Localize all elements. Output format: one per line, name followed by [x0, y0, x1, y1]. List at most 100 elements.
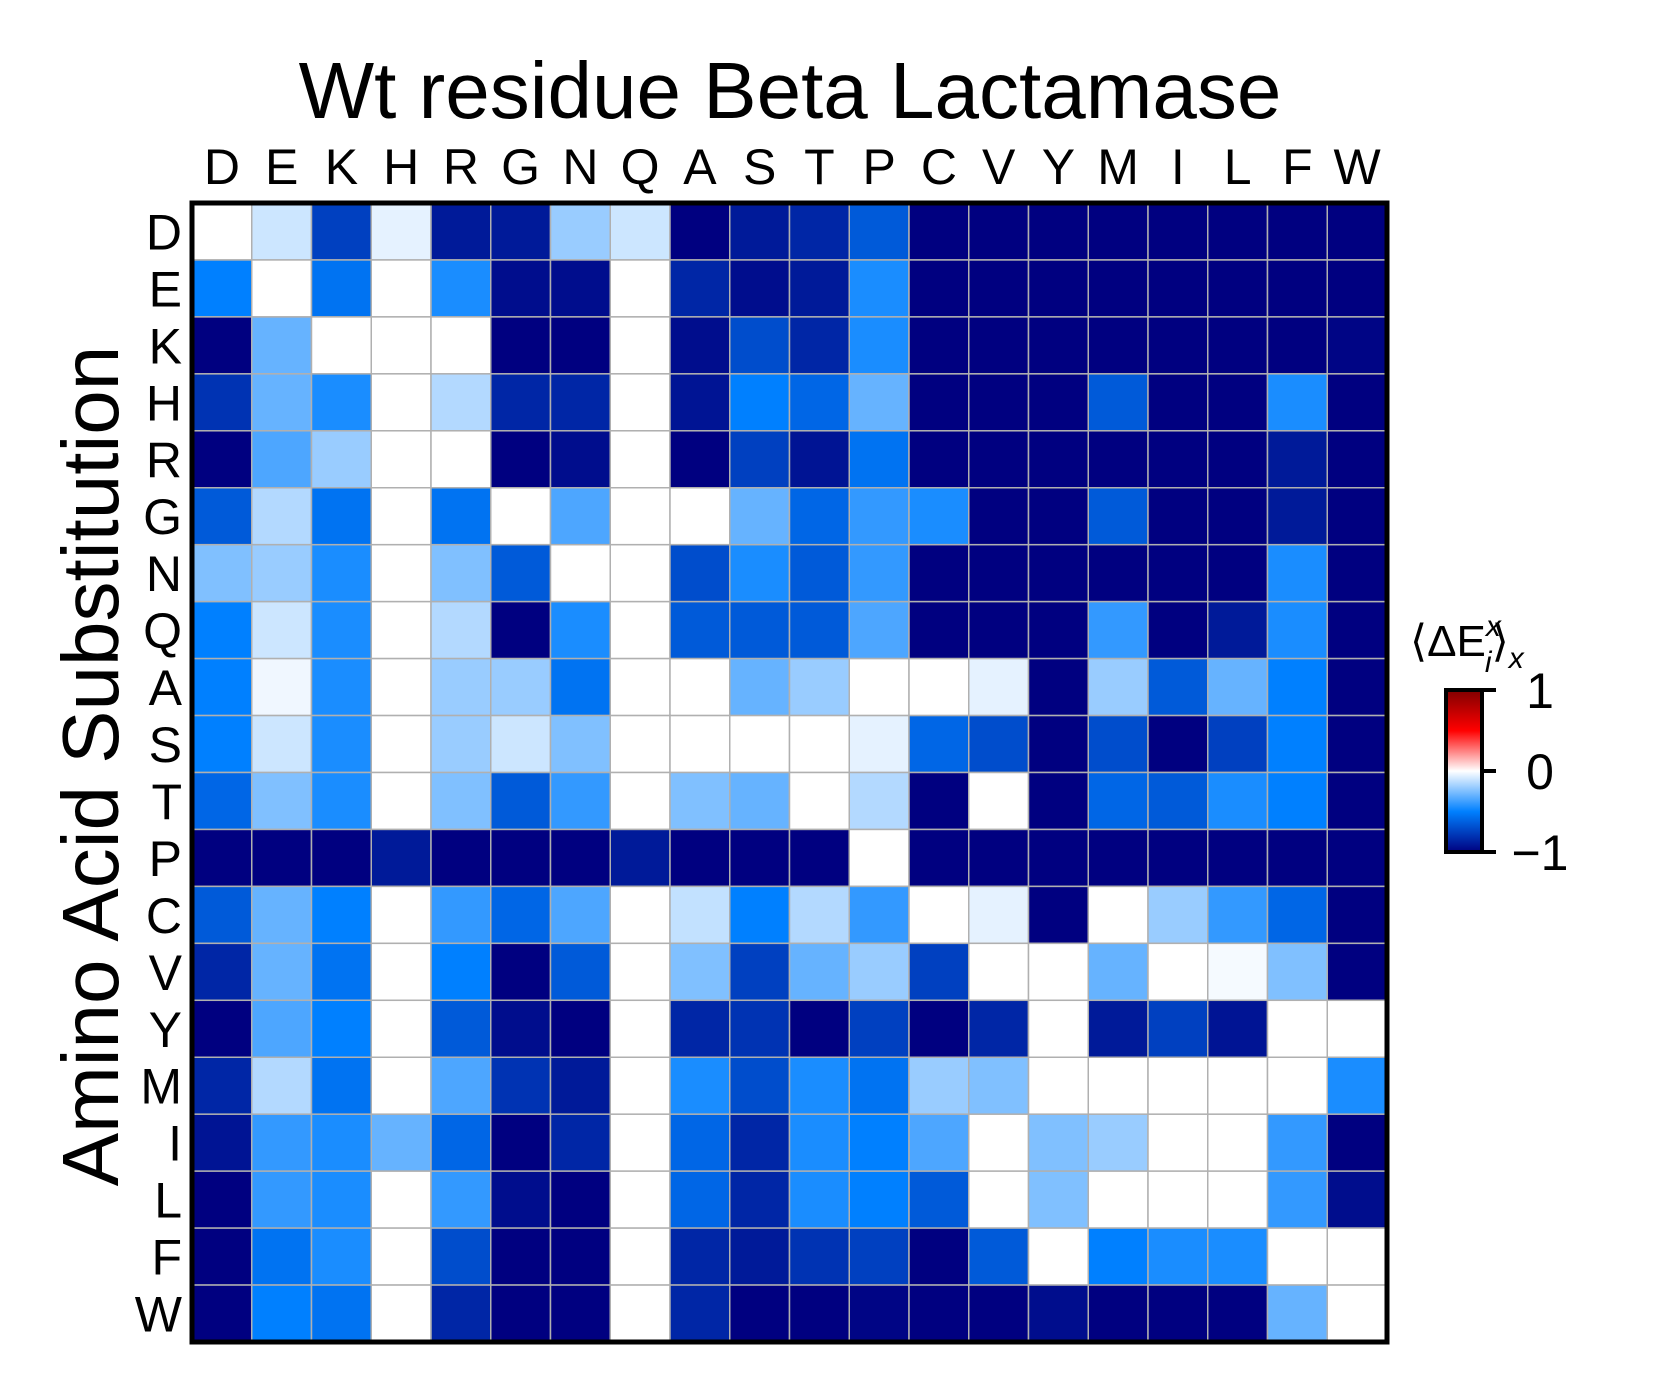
- heatmap-cell: [1326, 828, 1388, 888]
- heatmap-cell: [370, 885, 432, 945]
- y-tick-label: H: [146, 375, 182, 431]
- heatmap-cell: [848, 1284, 910, 1343]
- heatmap-cell: [609, 430, 671, 489]
- heatmap-cell: [1326, 1170, 1388, 1229]
- heatmap-cell: [1207, 1284, 1269, 1343]
- heatmap-cell: [1326, 771, 1388, 831]
- heatmap-cell: [549, 316, 611, 375]
- heatmap-cell: [310, 885, 372, 945]
- heatmap-cell: [908, 259, 970, 318]
- heatmap-cell: [490, 316, 552, 375]
- heatmap-cell: [848, 657, 910, 717]
- heatmap-cell: [430, 259, 492, 318]
- heatmap-cell: [1207, 828, 1269, 888]
- heatmap-cell: [370, 259, 432, 318]
- heatmap-cell: [729, 714, 791, 774]
- heatmap-cell: [1207, 316, 1269, 375]
- heatmap-cell: [729, 487, 791, 546]
- heatmap-cell: [729, 1113, 791, 1172]
- heatmap-cell: [1147, 543, 1209, 603]
- heatmap-cell: [908, 202, 970, 261]
- heatmap-cell: [370, 543, 432, 603]
- heatmap-cell: [1207, 430, 1269, 489]
- heatmap-cell: [1207, 657, 1269, 717]
- heatmap-cell: [908, 373, 970, 432]
- x-tick-label: Q: [621, 139, 660, 195]
- heatmap-cell: [968, 885, 1030, 945]
- x-tick-label: P: [862, 139, 895, 195]
- heatmap-cell: [669, 1227, 731, 1286]
- heatmap-cell: [788, 543, 850, 603]
- heatmap-cell: [370, 1056, 432, 1115]
- heatmap-cell: [430, 714, 492, 774]
- heatmap-cell: [191, 1170, 253, 1229]
- x-tick-label: C: [921, 139, 957, 195]
- heatmap-cell: [729, 202, 791, 261]
- heatmap-cell: [1087, 430, 1149, 489]
- heatmap-cell: [1087, 657, 1149, 717]
- heatmap-cell: [669, 600, 731, 660]
- heatmap-cell: [1326, 316, 1388, 375]
- heatmap-cell: [729, 1056, 791, 1115]
- heatmap-cell: [729, 657, 791, 717]
- heatmap-cell: [908, 1227, 970, 1286]
- heatmap-cell: [251, 316, 313, 375]
- heatmap-cell: [609, 373, 671, 432]
- heatmap-cell: [1207, 771, 1269, 831]
- heatmap-cell: [1147, 942, 1209, 1002]
- heatmap-cell: [968, 202, 1030, 261]
- heatmap-cell: [490, 259, 552, 318]
- heatmap-cell: [1207, 259, 1269, 318]
- heatmap-cell: [370, 600, 432, 660]
- heatmap-cell: [848, 828, 910, 888]
- heatmap-cell: [968, 259, 1030, 318]
- x-tick-label: G: [501, 139, 540, 195]
- heatmap-cell: [1147, 430, 1209, 489]
- heatmap-cell: [1326, 885, 1388, 945]
- heatmap-cell: [549, 1113, 611, 1172]
- heatmap-cell: [1207, 373, 1269, 432]
- heatmap-cell: [908, 828, 970, 888]
- heatmap-cell: [609, 600, 671, 660]
- heatmap-cell: [310, 259, 372, 318]
- heatmap-cell: [549, 999, 611, 1058]
- heatmap-cell: [788, 999, 850, 1058]
- heatmap-cell: [729, 999, 791, 1058]
- heatmap-cell: [1207, 1170, 1269, 1229]
- heatmap-cell: [191, 1284, 253, 1343]
- heatmap-cell: [430, 1170, 492, 1229]
- heatmap-cell: [1027, 657, 1089, 717]
- heatmap-cell: [968, 1227, 1030, 1286]
- heatmap-cell: [370, 1113, 432, 1172]
- heatmap-cell: [191, 202, 253, 261]
- heatmap-cell: [310, 600, 372, 660]
- heatmap-cell: [490, 1284, 552, 1343]
- heatmap-cell: [1326, 487, 1388, 546]
- heatmap-cell: [729, 543, 791, 603]
- heatmap-cell: [430, 771, 492, 831]
- heatmap-cell: [1087, 1056, 1149, 1115]
- heatmap-cell: [1027, 316, 1089, 375]
- heatmap-cell: [968, 1113, 1030, 1172]
- heatmap-cell: [310, 316, 372, 375]
- heatmap-cell: [251, 942, 313, 1002]
- heatmap-cell: [968, 657, 1030, 717]
- x-tick-label: R: [443, 139, 479, 195]
- heatmap-cell: [1087, 1284, 1149, 1343]
- heatmap-cell: [191, 543, 253, 603]
- heatmap-cell: [908, 1170, 970, 1229]
- heatmap-cell: [191, 259, 253, 318]
- heatmap-cell: [490, 1056, 552, 1115]
- heatmap-cell: [1266, 999, 1328, 1058]
- heatmap-cell: [729, 771, 791, 831]
- heatmap-cell: [1147, 714, 1209, 774]
- heatmap-cell: [1266, 543, 1328, 603]
- heatmap-cell: [1326, 202, 1388, 261]
- heatmap-cell: [788, 1170, 850, 1229]
- heatmap-cell: [609, 259, 671, 318]
- heatmap-cell: [549, 373, 611, 432]
- heatmap-cell: [609, 1056, 671, 1115]
- heatmap-cell: [1027, 1056, 1089, 1115]
- heatmap-cell: [191, 942, 253, 1002]
- heatmap-cell: [788, 1056, 850, 1115]
